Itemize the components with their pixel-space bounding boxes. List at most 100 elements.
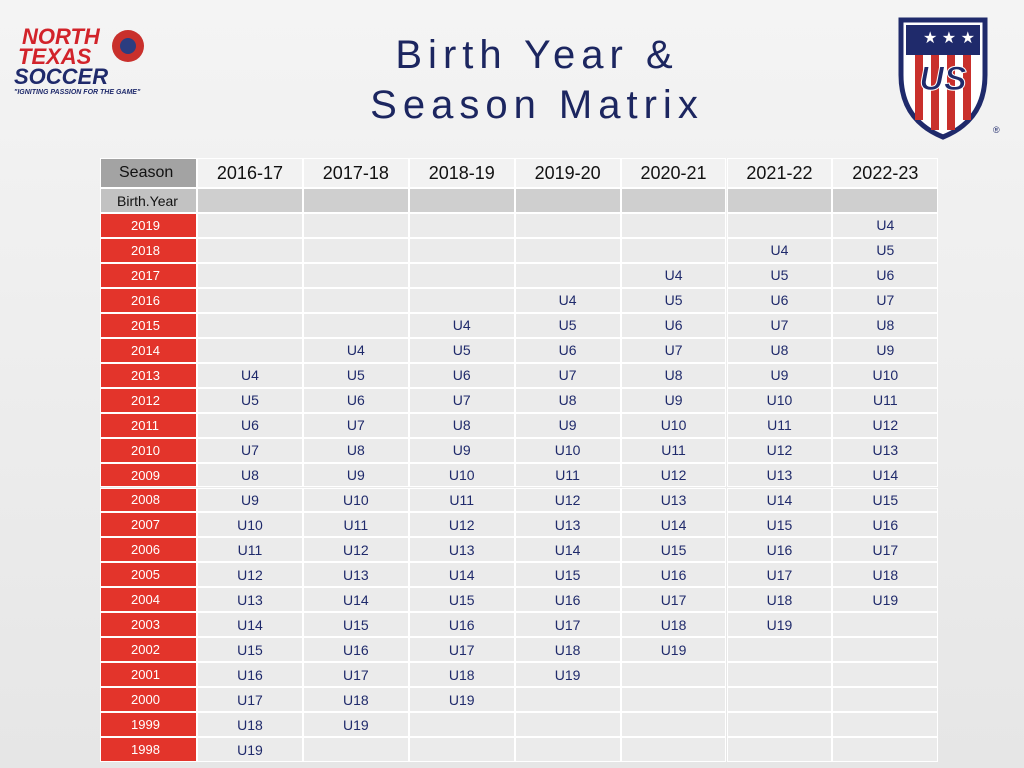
age-cell: U11 (726, 412, 833, 438)
age-cell (726, 213, 833, 238)
age-cell (302, 213, 409, 238)
season-header: 2020-21 (620, 158, 727, 188)
age-cell (726, 687, 833, 713)
age-cell (620, 237, 727, 263)
age-cell: U12 (408, 512, 515, 538)
age-cell: U15 (302, 612, 409, 638)
age-cell: U5 (197, 387, 303, 413)
age-cell: U13 (514, 512, 621, 538)
age-cell (514, 237, 621, 263)
birth-year: 2007 (100, 512, 197, 538)
age-cell: U7 (620, 337, 727, 363)
age-cell: U5 (620, 287, 727, 313)
age-cell: U10 (302, 487, 409, 513)
crest-stripes (915, 55, 971, 130)
age-cell: U7 (726, 312, 833, 338)
age-cell: U16 (197, 662, 303, 688)
age-cell: U16 (726, 537, 833, 563)
crest-text: US (919, 60, 967, 98)
age-cell: U11 (197, 537, 303, 563)
age-cell: U8 (197, 462, 303, 488)
age-cell: U18 (620, 612, 727, 638)
age-cell: U19 (514, 662, 621, 688)
age-cell: U19 (726, 612, 833, 638)
age-cell: U6 (726, 287, 833, 313)
age-cell: U18 (832, 562, 939, 588)
age-cell: U16 (832, 512, 939, 538)
age-cell: U8 (832, 312, 939, 338)
age-cell: U19 (408, 687, 515, 713)
age-cell: U16 (620, 562, 727, 588)
age-cell: U18 (302, 687, 409, 713)
left-logo: NORTH TEXAS SOCCER "IGNITING PASSION FOR… (14, 24, 144, 96)
age-cell: U10 (620, 412, 727, 438)
subheader-cell: Birth.Year (100, 188, 197, 213)
age-cell: U14 (408, 562, 515, 588)
birth-year: 2001 (100, 662, 197, 688)
age-cell: U10 (726, 387, 833, 413)
age-cell (197, 287, 303, 313)
age-cell: U8 (408, 412, 515, 438)
age-cell: U17 (726, 562, 833, 588)
age-cell: U14 (302, 587, 409, 613)
age-cell: U14 (514, 537, 621, 563)
age-cell: U13 (302, 562, 409, 588)
age-cell: U15 (620, 537, 727, 563)
age-cell: U13 (832, 437, 939, 463)
birth-year: 2005 (100, 562, 197, 588)
age-cell: U15 (197, 637, 303, 663)
age-cell (832, 687, 939, 713)
birth-year: 2013 (100, 362, 197, 388)
age-cell: U7 (514, 362, 621, 388)
subheader-fill (726, 188, 833, 213)
birth-year: 2002 (100, 637, 197, 663)
age-cell: U16 (302, 637, 409, 663)
age-cell: U13 (620, 487, 727, 513)
age-cell: U10 (514, 437, 621, 463)
age-cell: U6 (620, 312, 727, 338)
age-cell (197, 213, 303, 238)
title-line: Season Matrix (370, 83, 704, 127)
birth-year: 1998 (100, 737, 197, 762)
age-cell (832, 737, 939, 762)
age-cell (832, 637, 939, 663)
age-cell: U13 (726, 462, 833, 488)
age-cell (408, 262, 515, 288)
age-cell (197, 237, 303, 263)
title: Birth Year & Season Matrix (300, 30, 774, 130)
age-cell: U14 (832, 462, 939, 488)
age-cell: U9 (620, 387, 727, 413)
age-cell (620, 687, 727, 713)
age-cell: U5 (726, 262, 833, 288)
age-cell (514, 213, 621, 238)
season-header: 2021-22 (726, 158, 833, 188)
birth-year: 2008 (100, 487, 197, 513)
age-cell: U8 (302, 437, 409, 463)
age-cell: U12 (620, 462, 727, 488)
age-cell: U14 (197, 612, 303, 638)
birth-year: 2004 (100, 587, 197, 613)
age-cell: U6 (832, 262, 939, 288)
age-cell: U8 (620, 362, 727, 388)
logo-tagline: "IGNITING PASSION FOR THE GAME" (14, 89, 141, 96)
age-cell: U17 (302, 662, 409, 688)
age-cell: U7 (832, 287, 939, 313)
age-cell (408, 287, 515, 313)
logo-line: SOCCER (14, 64, 108, 89)
birth-year: 2014 (100, 337, 197, 363)
age-cell: U15 (514, 562, 621, 588)
age-cell (302, 262, 409, 288)
age-cell: U17 (197, 687, 303, 713)
age-cell: U5 (408, 337, 515, 363)
age-cell: U4 (726, 237, 833, 263)
age-cell: U18 (726, 587, 833, 613)
age-cell: U17 (832, 537, 939, 563)
age-cell: U10 (408, 462, 515, 488)
logo-line: TEXAS (18, 44, 92, 69)
age-cell: U6 (514, 337, 621, 363)
age-cell (726, 737, 833, 762)
birth-year: 2011 (100, 412, 197, 438)
age-cell (832, 612, 939, 638)
age-cell: U11 (302, 512, 409, 538)
crest-top (906, 25, 980, 55)
